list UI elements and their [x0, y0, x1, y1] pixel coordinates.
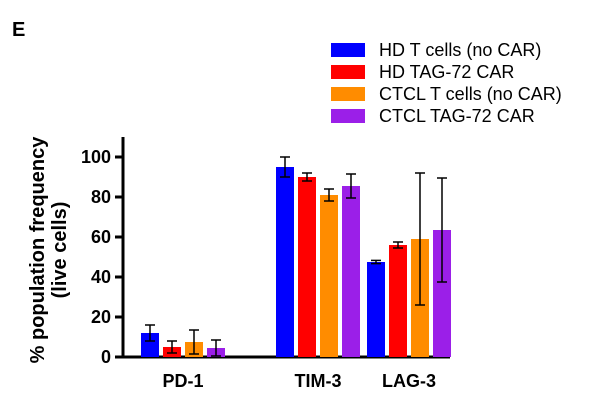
legend-swatch: [331, 65, 365, 79]
y-tick-label: 0: [101, 347, 111, 367]
bar-tim-3-series-3: [320, 195, 338, 357]
y-tick-label: 100: [81, 147, 111, 167]
bar-lag-3-series-2: [389, 245, 407, 357]
legend-swatch: [331, 43, 365, 57]
y-axis-title-line2: (live cells): [49, 202, 71, 299]
x-categories: PD-1 TIM-3 LAG-3: [162, 371, 436, 391]
x-category-label: LAG-3: [382, 371, 436, 391]
legend-label: CTCL TAG-72 CAR: [379, 106, 535, 126]
legend-label: CTCL T cells (no CAR): [379, 84, 562, 104]
y-tick-label: 40: [91, 267, 111, 287]
y-tick-label: 80: [91, 187, 111, 207]
legend-swatch: [331, 87, 365, 101]
y-axis-title-line1: % population frequency: [27, 136, 49, 364]
x-category-label: TIM-3: [295, 371, 342, 391]
bar-tim-3-series-2: [298, 177, 316, 357]
legend-label: HD TAG-72 CAR: [379, 62, 514, 82]
bar-pd-1-series-1: [141, 333, 159, 357]
legend-swatch: [331, 109, 365, 123]
panel-label: E: [12, 19, 25, 41]
error-bars: [145, 156, 447, 357]
y-tick-label: 20: [91, 307, 111, 327]
bars: [141, 167, 451, 357]
bar-tim-3-series-4: [342, 186, 360, 357]
x-category-label: PD-1: [162, 371, 203, 391]
y-tick-label: 60: [91, 227, 111, 247]
legend-label: HD T cells (no CAR): [379, 40, 541, 60]
bar-lag-3-series-1: [367, 262, 385, 357]
y-axis-title: % population frequency (live cells): [27, 136, 71, 364]
bar-tim-3-series-1: [276, 167, 294, 357]
bar-lag-3-series-4: [433, 230, 451, 357]
y-ticks: 0 20 40 60 80 100: [81, 147, 123, 367]
